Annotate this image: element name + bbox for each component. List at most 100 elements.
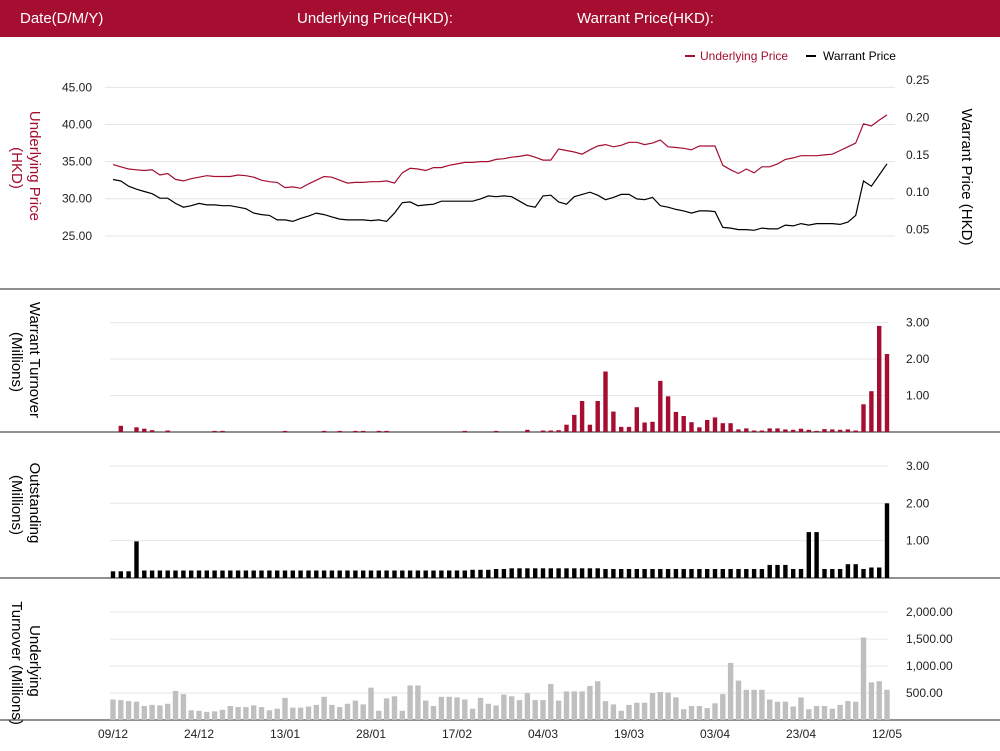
outstanding-bar [579, 568, 585, 578]
underlying-turnover-bar [313, 704, 319, 720]
underlying-turnover-bar [282, 697, 288, 720]
underlying-turnover-bar [516, 700, 523, 720]
warrant-turnover-bar [877, 325, 882, 432]
warrant-turnover-bar [697, 427, 702, 432]
underlying-turnover-bar [243, 707, 249, 720]
outstanding-bar [783, 564, 788, 578]
underlying-turnover-bar [837, 704, 843, 720]
outstanding-bar [189, 570, 194, 578]
outstanding-bar [673, 569, 679, 578]
underlying-turnover-bar [376, 710, 382, 720]
outstanding-bar [447, 570, 452, 578]
underlying-turnover-bar [555, 700, 562, 720]
underlying-turnover-bar [485, 703, 491, 720]
warrant-turnover-bar [603, 371, 608, 432]
underlying-turnover-bar [501, 694, 507, 720]
outstanding-bar [587, 568, 593, 578]
underlying-turnover-bar [477, 697, 484, 720]
warrant-turnover-bar [830, 429, 835, 432]
warrant-turnover-bar [853, 430, 858, 432]
price-lines [112, 114, 888, 231]
outstanding-bar [611, 569, 616, 578]
right-axis-tick-label: 0.25 [906, 73, 930, 87]
outstanding-bar [697, 569, 702, 578]
x-axis-tick-label: 09/12 [98, 727, 128, 741]
underlying-turnover-bar [133, 701, 140, 720]
bar-axis-tick-label: 500.00 [906, 686, 943, 700]
outstanding-bar [267, 570, 272, 578]
warrant-turnover-bar [720, 423, 725, 432]
underlying-turnover-bar [415, 685, 421, 720]
underlying-turnover-bar [735, 680, 742, 720]
outstanding-bar [642, 569, 647, 578]
x-axis-tick-label: 24/12 [184, 727, 214, 741]
underlying-turnover-bar [344, 703, 351, 720]
outstanding-bar [470, 569, 475, 578]
warrant-turnover-bar [595, 401, 600, 432]
outstanding-bar [118, 571, 123, 578]
left-axis-tick-label: 25.00 [62, 229, 92, 243]
date-label: Date(D/M/Y) [20, 10, 104, 27]
outstanding-bar [392, 570, 397, 578]
underlying-turnover-bar [297, 707, 304, 720]
outstanding-bar [181, 570, 186, 578]
underlying-turnover-bar [813, 706, 820, 720]
underlying-turnover-bar [329, 704, 335, 720]
underlying-turnover-bar [829, 708, 835, 720]
warrant-turnover-bar [650, 421, 655, 432]
underlying-turnover-bar [125, 701, 132, 720]
x-axis-tick-label: 17/02 [442, 727, 472, 741]
warrant-price-line [112, 163, 888, 231]
legend-warrant-label[interactable]: Warrant Price [823, 49, 896, 63]
underlying-turnover-bar [383, 698, 390, 720]
underlying-turnover-bar [649, 693, 656, 720]
underlying-turnover-bar [657, 692, 663, 720]
outstanding-bar [665, 569, 671, 578]
outstanding-bar [861, 569, 866, 578]
left-axis-tick-label: 40.00 [62, 118, 92, 132]
warrant-turnover-bar [642, 422, 647, 432]
warrant-turnover-bar [611, 411, 616, 432]
outstanding-bar [626, 569, 632, 578]
bar-axis-tick-label: 1,000.00 [906, 659, 953, 673]
outstanding-bar [634, 569, 639, 578]
underlying-turnover-bar [618, 710, 624, 720]
warrant-turnover-title: Warrant Turnover (Millions) [8, 302, 43, 422]
outstanding-bar [744, 569, 749, 578]
underlying-turnover-bar [532, 700, 538, 720]
outstanding-bar [689, 569, 694, 578]
x-axis-tick-label: 04/03 [528, 727, 558, 741]
underlying-turnover-bar [579, 691, 585, 720]
underlying-turnover-bar [641, 702, 648, 720]
outstanding-bar [564, 568, 569, 578]
legend[interactable]: Underlying Price Warrant Price [685, 49, 896, 63]
left-axis-tick-label: 30.00 [62, 192, 92, 206]
outstanding-bar [884, 503, 890, 578]
underlying-turnover-bar [720, 694, 726, 720]
outstanding-bar [376, 570, 381, 578]
outstanding-bar [720, 569, 725, 578]
warrant-turnover-bar [736, 429, 741, 432]
x-axis-tick-label: 23/04 [786, 727, 816, 741]
warrant-turnover-bar [361, 430, 366, 432]
outstanding-bar [228, 570, 233, 578]
x-axis-tick-label: 19/03 [614, 727, 644, 741]
warrant-turnover-bar [118, 425, 123, 432]
warrant-turnover-bar [884, 354, 890, 432]
tick-labels: 25.00 30.00 35.00 40.00 45.00 0.05 0.10 0.15 0.2… [62, 73, 953, 741]
bars [110, 325, 890, 720]
bar-axis-tick-label: 2.00 [906, 352, 930, 366]
legend-underlying-label[interactable]: Underlying Price [700, 49, 788, 63]
right-axis-tick-label: 0.05 [906, 223, 930, 237]
header-bar: Date(D/M/Y) Underlying Price(HKD): Warra… [0, 0, 1000, 37]
underlying-turnover-bar [774, 701, 781, 720]
underlying-turnover-title: Underlying Turnover (Millions) [8, 601, 43, 725]
outstanding-bar [572, 568, 577, 578]
outstanding-bar [595, 568, 600, 578]
bar-axis-tick-label: 1.00 [906, 389, 930, 403]
left-axis-title-line1: Underlying Price [26, 111, 43, 221]
underlying-turnover-bar [149, 704, 155, 720]
underlying-turnover-bar [462, 699, 468, 720]
bar-axis-tick-label: 2,000.00 [906, 605, 953, 619]
